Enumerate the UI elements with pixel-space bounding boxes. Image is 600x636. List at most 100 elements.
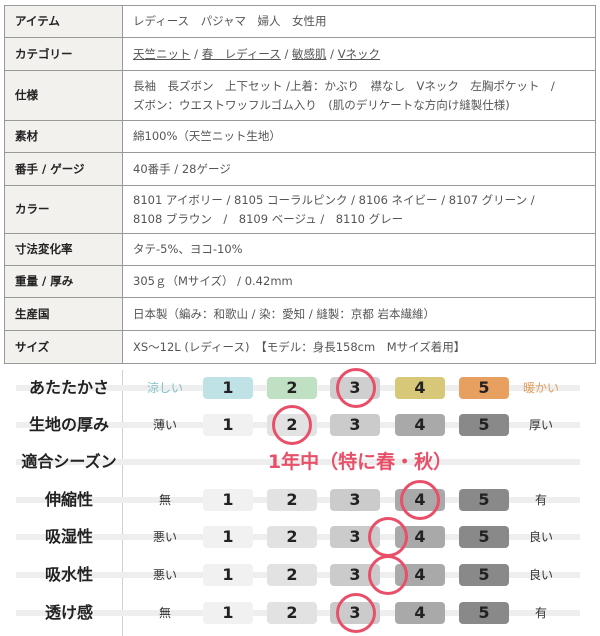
category-link[interactable]: Vネック	[337, 46, 381, 61]
scale-box: 3	[330, 489, 380, 511]
scale-box: 2	[267, 377, 317, 399]
spec-value: 305ｇ（Mサイズ） / 0.42mm	[122, 265, 596, 298]
rating-label: あたたかさ	[28, 378, 109, 397]
scale-box: 5	[459, 414, 509, 436]
scale-left-label: 薄い	[152, 418, 177, 432]
category-link[interactable]: 天竺ニット	[133, 46, 191, 61]
rating-row: あたたかさ 涼しい 暖かい 1 2 3 4 5	[0, 368, 600, 408]
scale-right-label: 暖かい	[522, 381, 559, 395]
rating-row: 生地の厚み 薄い 厚い 1 2 3 4 5	[0, 405, 600, 445]
spec-row: カラー 8101 アイボリー / 8105 コーラルピンク / 8106 ネイビー…	[4, 185, 596, 234]
spec-value: タテ-5%、ヨコ-10%	[122, 233, 596, 266]
row-band	[16, 459, 580, 465]
scale-box: 1	[203, 414, 253, 436]
spec-label: カテゴリー	[4, 37, 123, 71]
spec-value: 天竺ニット / 春 レディース / 敏感肌 / Vネック	[122, 37, 596, 71]
scale-box: 2	[267, 489, 317, 511]
category-link[interactable]: 春 レディース	[201, 46, 281, 61]
spec-row: カテゴリー 天竺ニット / 春 レディース / 敏感肌 / Vネック	[4, 37, 596, 71]
rating-label: 生地の厚み	[28, 415, 109, 434]
rating-label: 吸水性	[44, 565, 93, 584]
scale-left-label: 悪い	[152, 568, 177, 582]
selected-circle	[400, 480, 440, 520]
spec-label: サイズ	[4, 330, 123, 364]
selected-circle	[336, 593, 376, 633]
spec-label: 寸法変化率	[4, 233, 123, 266]
rating-row: 適合シーズン 1年中（特に春・秋）	[0, 450, 600, 474]
scale-left-label: 無	[158, 493, 171, 507]
spec-row: 生産国 日本製（編み：和歌山 / 染：愛知 / 縫製：京都 岩本繊維）	[4, 297, 596, 331]
spec-row: サイズ XS～12L (レディース) 【モデル：身長158cm Mサイズ着用】	[4, 330, 596, 364]
season-value: 1年中（特に春・秋）	[267, 451, 453, 473]
scale-box: 3	[330, 414, 380, 436]
spec-table: アイテム レディース パジャマ 婦人 女性用 カテゴリー 天竺ニット / 春 レディー…	[4, 5, 596, 364]
scale-box: 1	[203, 377, 253, 399]
spec-line: ズボン：ウエストワッフルゴム入り (肌のデリケートな方向け縫製仕様)	[133, 97, 510, 112]
spec-label: 仕様	[4, 70, 123, 121]
spec-row: 番手 / ゲージ 40番手 / 28ゲージ	[4, 152, 596, 186]
spec-value: 40番手 / 28ゲージ	[122, 152, 596, 186]
scale-box: 1	[203, 602, 253, 624]
spec-line: 8101 アイボリー / 8105 コーラルピンク / 8106 ネイビー / …	[133, 192, 535, 207]
spec-row: アイテム レディース パジャマ 婦人 女性用	[4, 5, 596, 38]
spec-row: 寸法変化率 タテ-5%、ヨコ-10%	[4, 233, 596, 266]
spec-value: 8101 アイボリー / 8105 コーラルピンク / 8106 ネイビー / …	[122, 185, 596, 234]
selected-circle	[368, 517, 408, 557]
scale-box: 3	[330, 526, 380, 548]
scale-box: 1	[203, 564, 253, 586]
rating-label: 伸縮性	[44, 490, 93, 509]
rating-label: 吸湿性	[44, 527, 93, 546]
spec-label: カラー	[4, 185, 123, 234]
scale-box: 5	[459, 526, 509, 548]
scale-box: 4	[395, 526, 445, 548]
spec-value: 日本製（編み：和歌山 / 染：愛知 / 縫製：京都 岩本繊維）	[122, 297, 596, 331]
scale-right-label: 有	[534, 606, 547, 620]
scale-box: 4	[395, 564, 445, 586]
selected-circle	[272, 405, 312, 445]
scale-right-label: 厚い	[528, 418, 553, 432]
selected-circle	[368, 555, 408, 595]
rating-row: 吸湿性 悪い 良い 1 2 3 4 5	[0, 517, 600, 557]
scale-right-label: 良い	[528, 530, 553, 544]
spec-line: 長袖 長ズボン 上下セット /上着：かぶり 襟なし Vネック 左胸ポケット /	[133, 78, 555, 93]
rating-row: 伸縮性無有 1 2 3 4 5	[0, 480, 600, 520]
category-link[interactable]: 敏感肌	[292, 46, 327, 61]
rating-row: 吸水性 悪い 良い 1 2 3 4 5	[0, 555, 600, 595]
spec-value: 綿100%（天竺ニット生地）	[122, 120, 596, 153]
spec-row: 素材 綿100%（天竺ニット生地）	[4, 120, 596, 153]
scale-box: 2	[267, 564, 317, 586]
spec-label: 生産国	[4, 297, 123, 331]
scale-right-label: 良い	[528, 568, 553, 582]
scale-left-label: 無	[158, 606, 171, 620]
rating-label: 適合シーズン	[21, 452, 117, 471]
scale-box: 4	[395, 414, 445, 436]
selected-circle	[336, 368, 376, 408]
scale-right-label: 有	[534, 493, 547, 507]
rating-label: 透け感	[44, 603, 93, 622]
scale-box: 3	[330, 564, 380, 586]
scale-box: 5	[459, 564, 509, 586]
scale-box: 5	[459, 489, 509, 511]
spec-label: 重量 / 厚み	[4, 265, 123, 298]
spec-value: 長袖 長ズボン 上下セット /上着：かぶり 襟なし Vネック 左胸ポケット / ズ…	[122, 70, 596, 121]
scale-box: 4	[395, 377, 445, 399]
spec-value: XS～12L (レディース) 【モデル：身長158cm Mサイズ着用】	[122, 330, 596, 364]
scale-box: 2	[267, 526, 317, 548]
scale-left-label: 悪い	[152, 530, 177, 544]
spec-row: 重量 / 厚み 305ｇ（Mサイズ） / 0.42mm	[4, 265, 596, 298]
scale-box: 4	[395, 602, 445, 624]
scale-box: 5	[459, 377, 509, 399]
rating-row: 透け感無有 1 2 3 4 5	[0, 593, 600, 633]
scale-left-label: 涼しい	[146, 381, 183, 395]
spec-line: 8108 ブラウン / 8109 ベージュ / 8110 グレー	[133, 211, 404, 226]
spec-label: アイテム	[4, 5, 123, 38]
scale-box: 1	[203, 489, 253, 511]
scale-box: 1	[203, 526, 253, 548]
scale-box: 5	[459, 602, 509, 624]
rating-chart: あたたかさ 涼しい 暖かい 1 2 3 4 5 生地の厚み 薄い 厚い 1 2 3 4 5 適合シーズン 1年中（…	[0, 368, 600, 636]
spec-row: 仕様 長袖 長ズボン 上下セット /上着：かぶり 襟なし Vネック 左胸ポケット …	[4, 70, 596, 121]
spec-label: 番手 / ゲージ	[4, 152, 123, 186]
spec-label: 素材	[4, 120, 123, 153]
divider	[122, 370, 123, 636]
scale-box: 2	[267, 602, 317, 624]
